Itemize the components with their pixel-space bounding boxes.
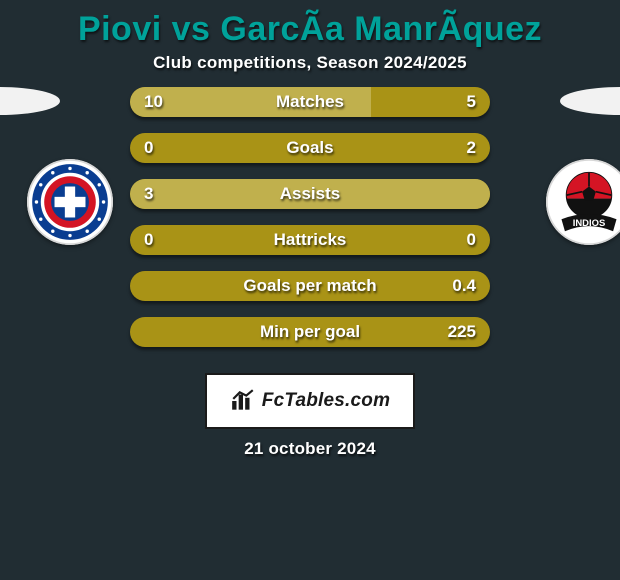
stat-row: Goals per match0.4: [130, 271, 490, 301]
footer-card[interactable]: FcTables.com: [205, 373, 415, 429]
stat-left-value: 0: [144, 133, 153, 163]
club-badge-right: INDIOS: [546, 159, 620, 245]
stat-label: Goals: [130, 133, 490, 163]
date-label: 21 october 2024: [0, 439, 620, 459]
banner-text: INDIOS: [573, 218, 606, 229]
stat-row: Min per goal225: [130, 317, 490, 347]
stat-row: 10Matches5: [130, 87, 490, 117]
stat-right-value: 2: [467, 133, 476, 163]
page-title: Piovi vs GarcÃa ManrÃquez: [0, 0, 620, 53]
stat-row: 0Goals2: [130, 133, 490, 163]
stat-label: Hattricks: [130, 225, 490, 255]
page-subtitle: Club competitions, Season 2024/2025: [0, 53, 620, 87]
player-oval-left: [0, 87, 60, 115]
stat-label: Goals per match: [130, 271, 490, 301]
indios-icon: INDIOS: [546, 159, 620, 245]
stat-right-value: 0.4: [452, 271, 476, 301]
club-badge-left: [27, 159, 113, 245]
stat-row-fill: [130, 179, 490, 209]
stat-right-value: 225: [448, 317, 476, 347]
stat-left-value: 0: [144, 225, 153, 255]
stat-row: 3Assists: [130, 179, 490, 209]
stat-row: 0Hattricks0: [130, 225, 490, 255]
cruz-azul-icon: [27, 159, 113, 245]
stat-label: Min per goal: [130, 317, 490, 347]
player-oval-right: [560, 87, 620, 115]
footer-label: FcTables.com: [262, 390, 390, 412]
stat-rows: 10Matches50Goals23Assists0Hattricks0Goal…: [130, 87, 490, 347]
stat-right-value: 0: [467, 225, 476, 255]
stats-board: INDIOS 10Matches50Goals23Assists0Hattric…: [0, 87, 620, 369]
stat-row-fill: [130, 87, 371, 117]
bars-icon: [230, 388, 256, 414]
stat-right-value: 5: [467, 87, 476, 117]
